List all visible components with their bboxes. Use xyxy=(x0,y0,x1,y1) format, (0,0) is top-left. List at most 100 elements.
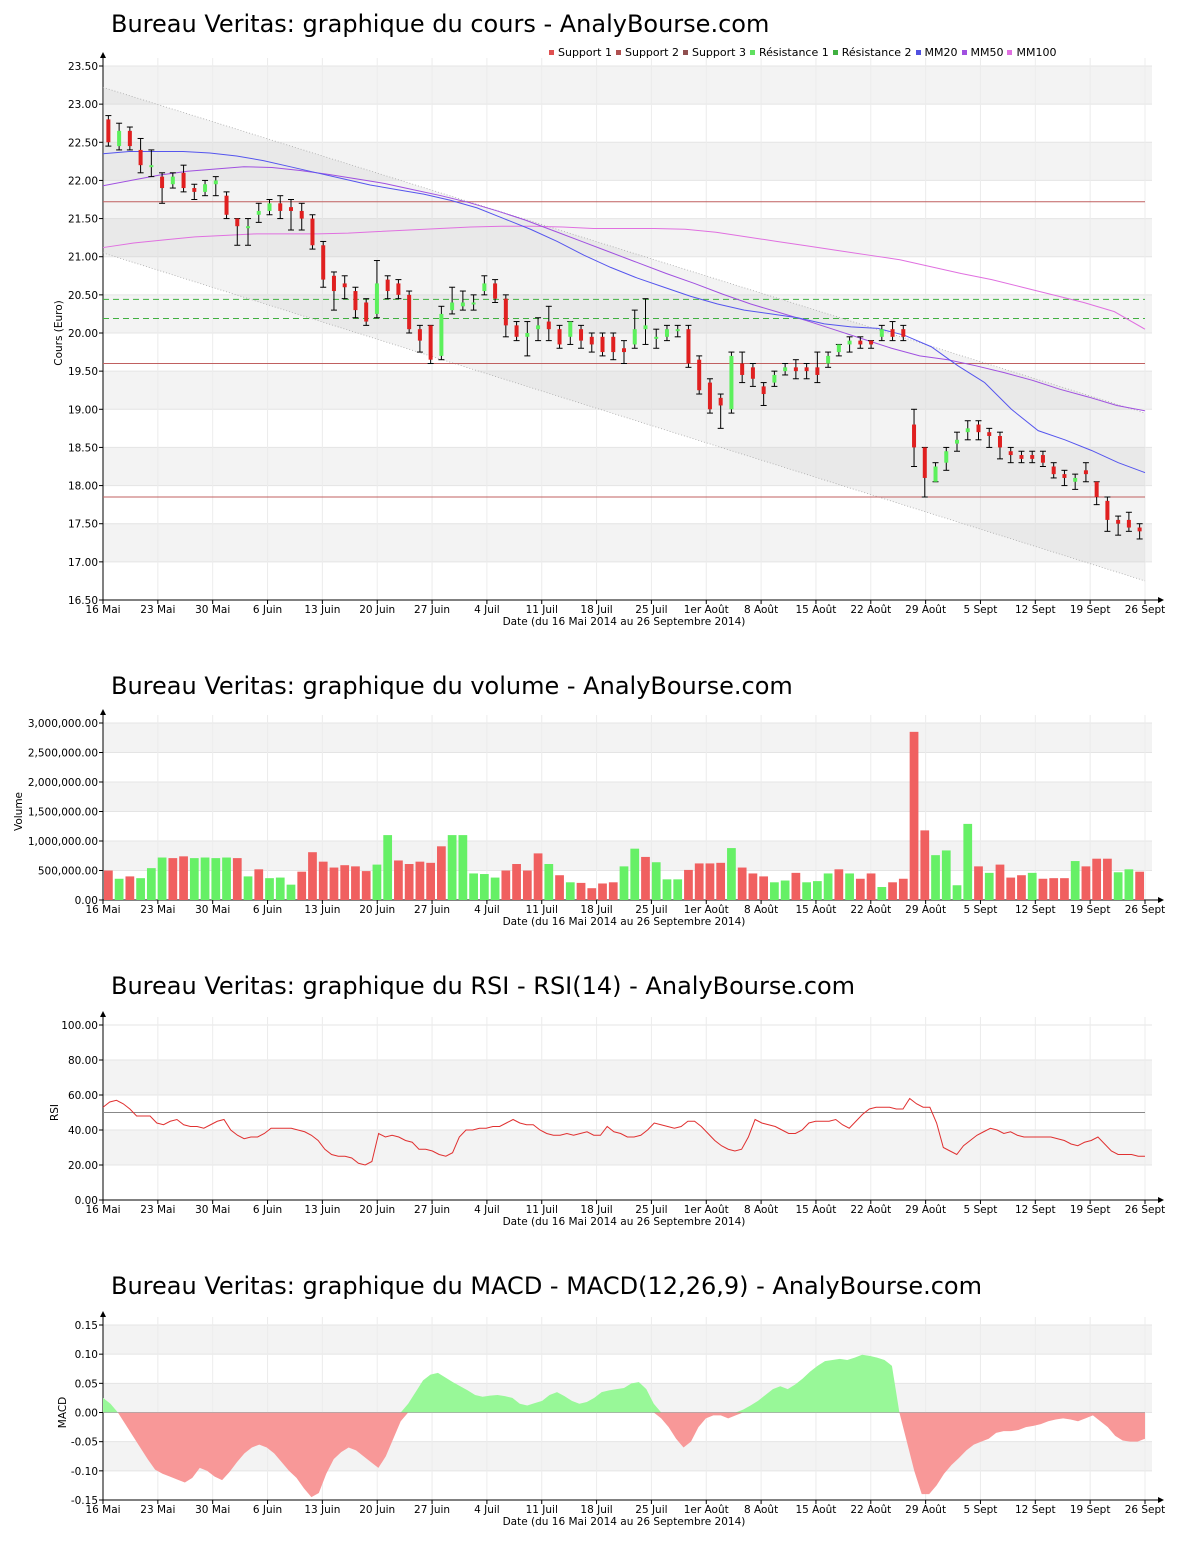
candle-body xyxy=(847,340,852,345)
volume-bar xyxy=(974,866,983,900)
macd-negative-area xyxy=(653,1412,744,1448)
volume-bar xyxy=(716,862,726,900)
candle-body xyxy=(536,325,541,330)
trend-channel xyxy=(103,87,1145,581)
x-tick-label: 5 Sept xyxy=(964,1204,998,1216)
macd-negative-area xyxy=(117,1412,409,1498)
volume-bar xyxy=(447,835,457,900)
candle-body xyxy=(976,424,981,433)
x-tick-label: 18 Juil xyxy=(580,1204,612,1216)
x-tick-label: 1er Août xyxy=(684,904,729,916)
candle-body xyxy=(471,302,476,305)
price-legend: Support 1 Support 2 Support 3 Résistance 1 R… xyxy=(549,46,1060,59)
candle-body xyxy=(203,184,208,192)
candle-body xyxy=(589,336,594,345)
volume-bar xyxy=(512,864,521,900)
x-tick-label: 5 Sept xyxy=(964,1504,998,1516)
volume-bar xyxy=(1060,878,1069,900)
x-tick-label: 26 Sept xyxy=(1125,604,1166,616)
x-tick-label: 23 Mai xyxy=(140,1204,175,1216)
channel-lower-line xyxy=(102,252,1146,582)
x-tick-label: 6 Juin xyxy=(253,1504,282,1516)
volume-bar xyxy=(587,888,597,900)
legend-label: Support 3 xyxy=(691,46,746,59)
x-axis-arrow xyxy=(1158,897,1164,903)
y-tick-label: 500,000.00 xyxy=(38,866,98,878)
x-tick-label: 29 Août xyxy=(905,1204,946,1216)
volume-bar xyxy=(963,823,973,900)
candle-body xyxy=(117,130,122,147)
plot-band xyxy=(103,723,1152,753)
legend-item: Support 2 xyxy=(615,46,679,59)
volume-bar xyxy=(812,881,822,900)
candle-body xyxy=(374,283,379,314)
volume-bar xyxy=(189,858,199,900)
y-tick-label: 19.00 xyxy=(68,404,98,416)
y-tick-label: 0.10 xyxy=(75,1349,98,1361)
volume-bar xyxy=(351,866,360,900)
plot-band xyxy=(103,66,1152,105)
candle-body xyxy=(428,325,433,360)
candle-body xyxy=(1116,519,1121,524)
x-tick-label: 11 Juil xyxy=(526,604,558,616)
volume-bar xyxy=(931,855,940,900)
y-tick-label: 0.00 xyxy=(75,1195,98,1207)
candle-body xyxy=(224,195,229,215)
legend-swatch xyxy=(961,50,967,55)
price-chart-title: Bureau Veritas: graphique du cours - Ana… xyxy=(111,10,770,38)
candle-body xyxy=(246,226,251,229)
x-tick-label: 25 Juil xyxy=(635,1504,667,1516)
candle-body xyxy=(514,325,519,337)
x-tick-label: 22 Août xyxy=(850,1504,891,1516)
volume-bar xyxy=(361,871,371,900)
candle-body xyxy=(170,176,175,185)
candle-body xyxy=(439,313,444,356)
candle-body xyxy=(525,333,530,337)
plot-band xyxy=(103,523,1152,562)
legend-label: MM20 xyxy=(924,46,958,59)
volume-bar xyxy=(340,865,350,900)
candle-body xyxy=(890,329,895,337)
volume-bar xyxy=(888,882,897,900)
y-axis-label: MACD xyxy=(57,1397,69,1428)
x-tick-label: 29 Août xyxy=(905,904,946,916)
candle-body xyxy=(460,302,465,307)
volume-bar xyxy=(232,858,242,900)
candle-body xyxy=(1051,466,1056,475)
legend-item: Support 1 xyxy=(549,46,612,59)
y-tick-label: 80.00 xyxy=(68,1055,98,1067)
legend-item: MM20 xyxy=(915,46,958,59)
x-axis-label: Date (du 16 Mai 2014 au 26 Septembre 201… xyxy=(503,616,746,628)
candle-body xyxy=(256,210,261,215)
volume-chart-title: Bureau Veritas: graphique du volume - An… xyxy=(111,672,793,700)
x-tick-label: 20 Juin xyxy=(359,1504,395,1516)
volume-bar xyxy=(555,875,564,900)
x-tick-label: 5 Sept xyxy=(964,604,998,616)
plot-band xyxy=(103,1130,1152,1165)
plot-band xyxy=(103,1441,1152,1471)
volume-bar xyxy=(1038,878,1048,900)
x-tick-label: 30 Mai xyxy=(195,1204,230,1216)
volume-bar xyxy=(727,848,736,900)
legend-item: MM50 xyxy=(961,46,1003,59)
volume-bar xyxy=(770,882,779,900)
candle-body xyxy=(783,367,788,372)
x-tick-label: 15 Août xyxy=(795,904,836,916)
x-axis-label: Date (du 16 Mai 2014 au 26 Septembre 201… xyxy=(503,1516,746,1528)
mm100-line xyxy=(102,225,1146,330)
volume-bar xyxy=(275,877,285,900)
x-tick-label: 20 Juin xyxy=(359,604,395,616)
volume-bar xyxy=(522,870,532,900)
volume-bar xyxy=(469,873,478,900)
x-tick-label: 6 Juin xyxy=(253,604,282,616)
y-tick-label: 17.50 xyxy=(68,519,98,531)
candle-body xyxy=(901,329,906,337)
macd-chart-title: Bureau Veritas: graphique du MACD - MACD… xyxy=(111,1272,982,1300)
x-tick-label: 27 Juin xyxy=(414,1204,450,1216)
volume-bar xyxy=(737,867,747,900)
y-axis-arrow xyxy=(100,1011,106,1017)
y-tick-label: 0.00 xyxy=(75,1408,98,1420)
channel-upper-line xyxy=(102,86,1146,414)
x-tick-label: 16 Mai xyxy=(85,904,120,916)
volume-bar xyxy=(630,848,640,900)
